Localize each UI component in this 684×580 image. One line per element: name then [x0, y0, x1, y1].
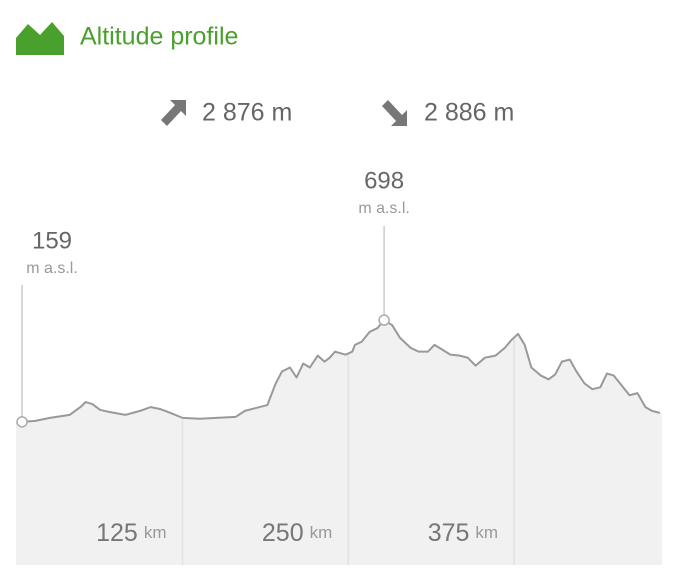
x-tick-value: 375 — [428, 519, 470, 547]
annotation-unit: m a.s.l. — [358, 200, 410, 217]
x-tick-unit: km — [144, 523, 167, 542]
x-tick-value: 250 — [262, 519, 304, 547]
annotation-point — [378, 314, 390, 326]
descent-icon — [382, 100, 407, 126]
x-tick-unit: km — [310, 523, 333, 542]
annotation-point — [16, 416, 28, 428]
area-fill — [16, 320, 662, 565]
x-tick-label: 375 km — [428, 519, 498, 547]
mountain-icon — [16, 22, 64, 55]
widget-title: Altitude profile — [80, 23, 238, 51]
annotation-unit: m a.s.l. — [26, 260, 78, 277]
ascent-icon — [161, 100, 186, 126]
descent: 2 886 m — [424, 99, 514, 127]
x-tick-label: 250 km — [262, 519, 332, 547]
ascent: 2 876 m — [202, 99, 292, 127]
x-tick-label: 125 km — [96, 519, 166, 547]
x-tick-value: 125 — [96, 519, 138, 547]
annotation-value: 159 — [32, 227, 72, 254]
annotation-value: 698 — [364, 167, 404, 194]
x-tick-unit: km — [475, 523, 498, 542]
